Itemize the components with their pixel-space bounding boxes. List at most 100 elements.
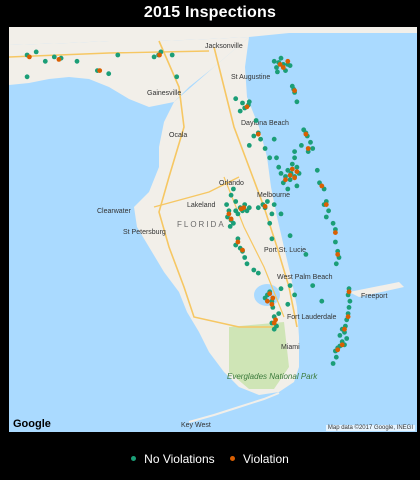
point-violation-11 (305, 146, 311, 151)
point-violation-19 (333, 230, 338, 236)
label-melbourne: Melbourne (257, 192, 290, 199)
point-no-violations-26 (289, 83, 295, 89)
point-violation-2 (157, 52, 162, 58)
label-freeport: Freeport (361, 293, 388, 300)
point-no-violations-12 (174, 74, 180, 80)
point-violation-1 (56, 57, 62, 62)
map-panel[interactable]: Jacksonville St Augustine Gainesville Oc… (9, 27, 417, 432)
point-no-violations-61 (276, 164, 282, 170)
point-no-violations-122 (285, 301, 291, 307)
label-ocala: Ocala (169, 132, 187, 139)
label-fort-lauderdale: Fort Lauderdale (287, 314, 337, 321)
point-no-violations-96 (265, 199, 270, 204)
point-violation-33 (273, 317, 278, 323)
everglades-area (229, 322, 289, 389)
point-no-violations-141 (344, 336, 350, 341)
map-attribution: Map data ©2017 Google, INEGI (325, 425, 415, 431)
point-no-violations-19 (287, 63, 293, 68)
chart-title: 2015 Inspections (143, 4, 277, 21)
point-violation-18 (323, 202, 329, 208)
point-violation-0 (27, 54, 32, 60)
label-st-augustine: St Augustine (231, 74, 270, 81)
point-no-violations-21 (271, 58, 277, 64)
point-no-violations-47 (299, 143, 304, 148)
label-everglades: Everglades National Park (227, 372, 318, 381)
point-no-violations-52 (294, 164, 300, 170)
point-no-violations-99 (278, 211, 284, 217)
point-no-violations-8 (115, 52, 121, 58)
point-no-violations-71 (323, 214, 329, 220)
point-no-violations-70 (326, 208, 331, 214)
point-no-violations-97 (255, 205, 261, 211)
point-no-violations-17 (274, 65, 279, 70)
road-i75 (158, 40, 279, 328)
point-violation-13 (292, 175, 297, 181)
point-no-violations-63 (285, 186, 291, 192)
point-no-violations-62 (294, 183, 300, 189)
point-no-violations-107 (244, 261, 250, 267)
point-no-violations-20 (278, 55, 284, 61)
point-violation-31 (270, 295, 276, 301)
point-no-violations-119 (278, 286, 284, 292)
point-no-violations-44 (308, 139, 313, 145)
legend: No Violations Violation (0, 452, 420, 466)
google-logo: Google (13, 418, 51, 430)
point-no-violations-65 (314, 167, 320, 173)
point-violation-27 (262, 204, 268, 209)
point-violation-34 (346, 289, 352, 295)
point-no-violations-45 (310, 146, 316, 151)
point-no-violations-127 (346, 305, 352, 310)
label-clearwater: Clearwater (97, 208, 132, 215)
florida-keys (188, 392, 280, 423)
legend-label-violation: Violation (243, 452, 289, 466)
point-no-violations-123 (276, 311, 282, 316)
point-violation-17 (319, 183, 325, 189)
point-no-violations-14 (24, 74, 30, 80)
point-no-violations-30 (246, 99, 252, 105)
point-no-violations-92 (233, 208, 239, 214)
road-i10 (9, 50, 210, 58)
label-port-st-lucie: Port St. Lucie (264, 247, 306, 254)
points-layer (24, 49, 353, 366)
point-no-violations-56 (289, 161, 295, 167)
label-state-florida: FLORIDA (177, 220, 226, 229)
point-no-violations-86 (231, 186, 236, 192)
point-no-violations-133 (337, 333, 343, 338)
point-violation-6 (285, 58, 291, 64)
point-no-violations-1 (33, 49, 39, 55)
label-west-palm-beach: West Palm Beach (277, 274, 333, 281)
point-violation-29 (269, 301, 275, 307)
point-no-violations-91 (227, 224, 233, 229)
point-no-violations-48 (292, 149, 297, 154)
point-violation-23 (228, 216, 234, 222)
label-miami: Miami (281, 344, 300, 351)
point-violation-24 (226, 211, 232, 217)
label-gainesville: Gainesville (147, 90, 181, 97)
point-no-violations-36 (251, 133, 257, 139)
label-st-petersburg: St Petersburg (123, 229, 166, 236)
point-no-violations-72 (330, 220, 336, 226)
point-no-violations-23 (275, 69, 280, 75)
point-no-violations-34 (233, 96, 239, 102)
point-violation-26 (240, 247, 245, 253)
point-no-violations-59 (274, 155, 279, 161)
point-no-violations-53 (287, 177, 293, 183)
point-violation-14 (283, 177, 288, 183)
point-no-violations-85 (228, 192, 234, 198)
point-no-violations-142 (310, 283, 316, 288)
point-violation-10 (303, 131, 309, 137)
label-orlando: Orlando (219, 180, 244, 187)
point-violation-15 (289, 166, 295, 172)
point-violation-20 (335, 252, 341, 257)
point-no-violations-77 (333, 261, 339, 267)
point-violation-22 (241, 205, 247, 211)
point-no-violations-139 (330, 361, 336, 366)
label-key-west: Key West (181, 422, 211, 429)
legend-label-no-violations: No Violations (144, 452, 215, 466)
point-no-violations-109 (255, 270, 261, 276)
point-no-violations-38 (262, 146, 268, 151)
point-no-violations-93 (224, 202, 230, 208)
legend-swatch-no-violations (131, 456, 137, 462)
point-violation-36 (342, 326, 347, 332)
point-violation-35 (345, 314, 351, 320)
